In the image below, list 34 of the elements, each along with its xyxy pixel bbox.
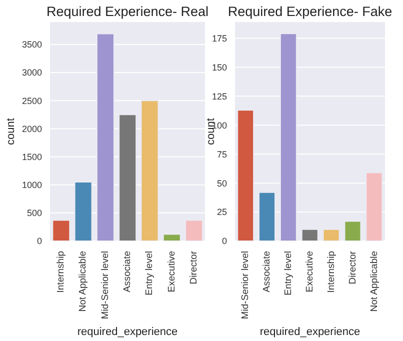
x-tick-label: Director <box>188 251 200 284</box>
x-tick-label: Not Applicable <box>368 251 380 312</box>
x-tick-label: Executive <box>304 251 316 292</box>
x-tick-label: Mid-Senior level <box>240 251 252 320</box>
y-tick-label: 175 <box>212 33 227 44</box>
chart-title: Required Experience- Real <box>46 4 209 19</box>
x-tick-label: Director <box>347 251 358 284</box>
y-tick-label: 3000 <box>22 68 42 78</box>
y-tick-label: 150 <box>212 62 227 72</box>
y-tick-label: 0 <box>222 236 227 246</box>
x-tick-label: Internship <box>326 251 337 293</box>
x-tick-label: Not Applicable <box>78 251 89 312</box>
y-tick-label: 25 <box>216 207 227 218</box>
y-tick-label: 0 <box>36 236 42 246</box>
x-tick-label: Entry level <box>144 251 156 296</box>
x-tick-label: Mid-Senior level <box>100 251 111 320</box>
y-tick-label: 125 <box>212 91 227 102</box>
x-axis-title: required_experience <box>77 326 178 338</box>
x-tick-label: Executive <box>166 251 178 292</box>
x-tick-label: Internship <box>56 251 67 293</box>
x-tick-label: Associate <box>122 251 133 292</box>
y-tick-label: 75 <box>216 149 227 160</box>
x-tick-label: Associate <box>262 251 273 292</box>
y-tick-label: 3500 <box>22 40 42 50</box>
chart-title: Required Experience- Fake <box>228 4 392 19</box>
x-axis-title: required_experience <box>260 326 360 338</box>
y-axis-title: count <box>4 118 17 145</box>
y-tick-label: 2000 <box>22 124 42 134</box>
y-tick-label: 1000 <box>22 180 42 190</box>
y-tick-label: 2500 <box>22 96 42 106</box>
y-tick-label: 50 <box>216 178 227 188</box>
y-tick-label: 500 <box>26 208 42 218</box>
y-tick-label: 1500 <box>22 152 42 162</box>
x-tick-label: Entry level <box>283 251 294 296</box>
